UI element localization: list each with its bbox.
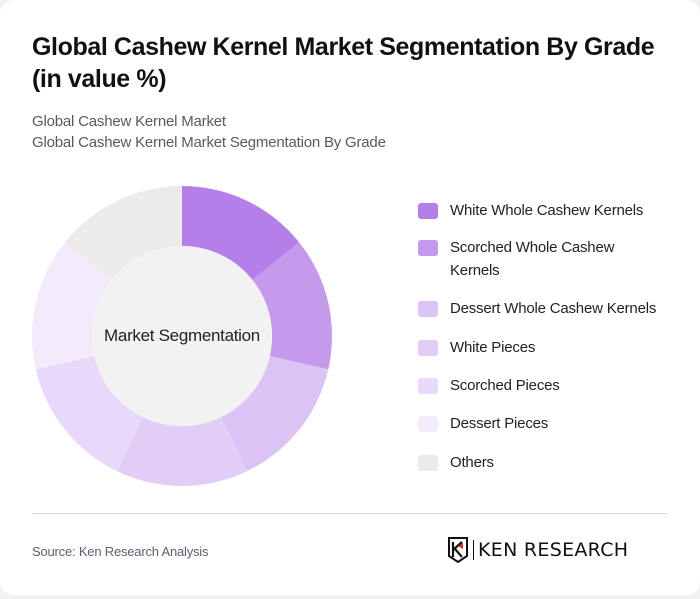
legend-swatch-icon bbox=[418, 378, 438, 394]
legend-swatch-icon bbox=[418, 455, 438, 471]
legend-swatch-icon bbox=[418, 203, 438, 219]
donut-segment[interactable] bbox=[252, 242, 332, 370]
logo-separator bbox=[473, 540, 474, 560]
donut-segment[interactable] bbox=[116, 417, 248, 486]
legend-label: Dessert Pieces bbox=[450, 415, 549, 432]
legend-swatch-icon bbox=[418, 416, 438, 432]
legend-swatch-icon bbox=[418, 340, 438, 356]
ken-research-k-shield-icon bbox=[448, 537, 468, 563]
source-note: Source: Ken Research Analysis bbox=[32, 544, 209, 559]
chart-subtitle-segmentation: Global Cashew Kernel Market Segmentation… bbox=[32, 134, 386, 151]
donut-segment[interactable] bbox=[221, 356, 329, 472]
legend-item-white-whole[interactable]: White Whole Cashew Kernels bbox=[418, 199, 670, 222]
donut-segment[interactable] bbox=[182, 186, 300, 280]
legend-label: White Pieces bbox=[450, 339, 536, 356]
legend-item-scorched-pieces[interactable]: Scorched Pieces bbox=[418, 374, 670, 397]
ken-research-logo: KEN RESEARCH bbox=[447, 537, 628, 563]
donut-chart bbox=[32, 186, 332, 486]
footer-divider bbox=[32, 513, 668, 514]
legend-item-dessert-pieces[interactable]: Dessert Pieces bbox=[418, 412, 670, 435]
legend-label: Dessert Whole Cashew Kernels bbox=[450, 300, 657, 317]
legend-item-white-pieces[interactable]: White Pieces bbox=[418, 336, 670, 359]
legend-label: Scorched Pieces bbox=[450, 377, 560, 394]
legend-swatch-icon bbox=[418, 240, 438, 256]
donut-segment[interactable] bbox=[35, 356, 143, 472]
donut-hole bbox=[92, 246, 272, 426]
donut-segment[interactable] bbox=[64, 186, 182, 280]
chart-title: Global Cashew Kernel Market Segmentation… bbox=[32, 33, 655, 93]
logo-wordmark: KEN RESEARCH bbox=[478, 539, 629, 561]
legend-item-dessert-whole[interactable]: Dessert Whole Cashew Kernels bbox=[418, 297, 690, 320]
donut-segment[interactable] bbox=[32, 242, 112, 370]
donut-center-label: Market Segmentation bbox=[104, 326, 260, 345]
legend-label: Scorched Whole Cashew Kernels bbox=[450, 239, 615, 279]
legend-label: White Whole Cashew Kernels bbox=[450, 202, 644, 219]
legend-item-others[interactable]: Others bbox=[418, 451, 670, 474]
legend-swatch-icon bbox=[418, 301, 438, 317]
legend-label: Others bbox=[450, 454, 494, 471]
chart-subtitle-market: Global Cashew Kernel Market bbox=[32, 113, 226, 130]
legend-item-scorched-whole[interactable]: Scorched Whole Cashew Kernels bbox=[418, 236, 630, 282]
